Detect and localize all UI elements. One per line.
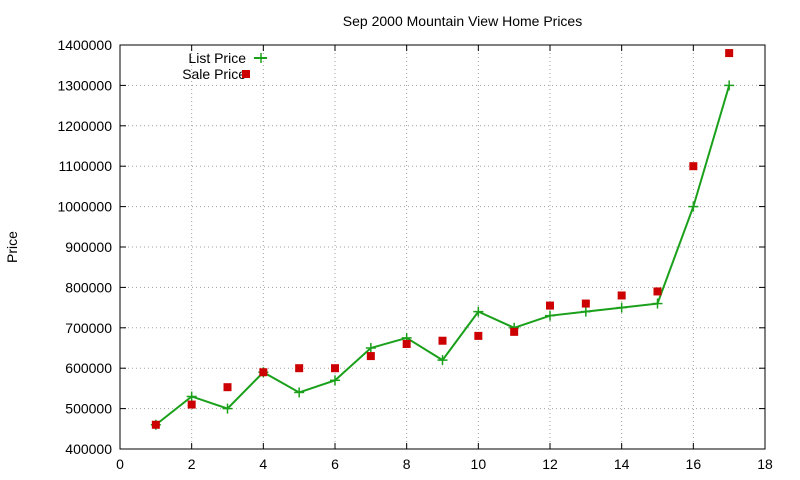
legend-cross-swatch [256, 53, 266, 63]
y-tick-label: 800000 [65, 279, 112, 295]
list-price-point [688, 201, 699, 212]
list-price-point [652, 298, 663, 309]
tick-layer: 0 2 4 6 8 10 12 14 16 18 400000 500000 600000 700000 8… [57, 37, 773, 472]
series-list-price [150, 80, 735, 430]
list-price-point [580, 306, 591, 317]
list-price-point [186, 391, 197, 402]
y-tick-label: 400000 [65, 441, 112, 457]
sale-price-point [689, 162, 698, 171]
sale-price-point [151, 420, 160, 429]
legend-label: Sale Price [182, 66, 246, 82]
sale-price-point [653, 287, 662, 296]
list-price-point [294, 387, 305, 398]
list-price-point [222, 403, 233, 414]
x-tick-label: 16 [686, 456, 702, 472]
y-tick-label: 500000 [65, 401, 112, 417]
sale-price-point [510, 327, 519, 336]
chart-title: Sep 2000 Mountain View Home Prices [343, 13, 582, 29]
y-tick-label: 1200000 [57, 118, 112, 134]
y-axis-label: Price [4, 231, 20, 263]
grid-layer [120, 45, 765, 449]
y-tick-label: 1000000 [57, 199, 112, 215]
sale-price-point [474, 331, 483, 340]
sale-price-point [223, 383, 232, 392]
sale-price-point [187, 400, 196, 409]
y-tick-label: 900000 [65, 239, 112, 255]
list-price-line [155, 85, 731, 426]
sale-price-point [546, 301, 554, 310]
series-sale-price [151, 49, 734, 429]
y-tick-label: 1100000 [59, 158, 113, 174]
list-price-point [724, 80, 735, 91]
y-tick-label: 600000 [65, 360, 112, 376]
list-price-point [616, 302, 627, 313]
sale-price-point [617, 291, 626, 300]
sale-price-point [366, 352, 375, 361]
legend-label: List Price [188, 50, 246, 66]
y-tick-label: 1300000 [57, 77, 112, 93]
sale-price-point [259, 368, 268, 377]
sale-price-point [295, 364, 304, 373]
sale-price-point [725, 49, 734, 58]
x-tick-label: 12 [542, 456, 558, 472]
x-tick-label: 10 [471, 456, 487, 472]
list-price-point [330, 375, 340, 386]
sale-price-point [581, 299, 590, 308]
y-tick-label: 700000 [65, 320, 112, 336]
series-layer [150, 49, 735, 430]
list-price-point [473, 306, 484, 317]
y-tick-label: 1400000 [57, 37, 112, 53]
list-price-point [545, 310, 555, 321]
sale-price-point [331, 364, 339, 373]
x-tick-label: 4 [259, 456, 267, 472]
sale-price-point [402, 339, 411, 348]
x-tick-label: 18 [757, 456, 773, 472]
x-tick-label: 8 [403, 456, 411, 472]
x-tick-label: 2 [188, 456, 196, 472]
x-tick-label: 0 [116, 456, 124, 472]
x-tick-label: 14 [614, 456, 630, 472]
legend-square-swatch [242, 70, 250, 78]
sale-price-point [438, 336, 447, 345]
list-price-point [437, 355, 448, 366]
x-tick-label: 6 [331, 456, 339, 472]
list-price-point [365, 343, 376, 353]
